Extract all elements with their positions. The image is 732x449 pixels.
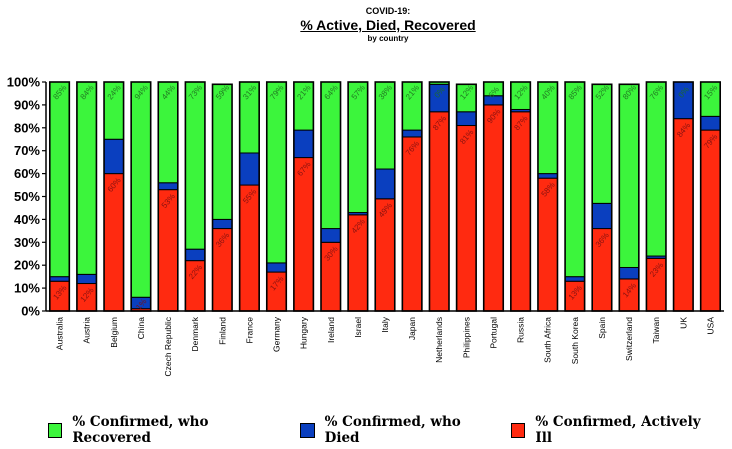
- bar-segment-confirmed-who-died-usa: [700, 115, 721, 131]
- bar-segment-confirmed-who-died-ireland: [320, 228, 342, 243]
- bar-segment-confirmed-actively-ill-russia: [510, 111, 531, 312]
- x-tick-label-russia: Russia: [516, 317, 526, 343]
- legend-label-ill: % Confirmed, Actively Ill: [535, 414, 701, 446]
- bar-segment-confirmed-actively-ill-uk: [673, 118, 694, 312]
- bar-segment-confirmed-actively-ill-japan: [401, 136, 423, 312]
- legend-label-recovered: % Confirmed, who Recovered: [72, 414, 209, 446]
- y-tick-label: 20%: [14, 258, 40, 273]
- x-tick-label-china: China: [136, 317, 146, 339]
- x-tick-label-south-africa: South Africa: [543, 317, 553, 363]
- x-tick-label-spain: Spain: [597, 317, 607, 339]
- bar-segment-confirmed-who-recovered-taiwan: [645, 81, 667, 257]
- y-tick-label: 50%: [14, 189, 40, 204]
- bar-segment-confirmed-who-died-czech-republic: [157, 182, 179, 191]
- bar-segment-confirmed-who-died-spain: [591, 202, 613, 230]
- chart-legend: % Confirmed, who Recovered % Confirmed, …: [48, 414, 732, 446]
- y-tick-label: 10%: [14, 281, 40, 296]
- x-tick-label-netherlands: Netherlands: [434, 317, 444, 363]
- x-tick-label-czech-republic: Czech Republic: [163, 316, 173, 376]
- y-tick-label: 40%: [14, 212, 40, 227]
- bar-segment-confirmed-actively-ill-belgium: [103, 173, 125, 312]
- legend-item-ill: % Confirmed, Actively Ill: [511, 414, 712, 446]
- x-tick-label-ireland: Ireland: [326, 317, 336, 343]
- bar-segment-confirmed-actively-ill-portugal: [483, 104, 504, 312]
- x-tick-label-italy: Italy: [380, 316, 390, 332]
- bar-segment-confirmed-who-died-hungary: [293, 129, 314, 159]
- bar-segment-confirmed-who-recovered-china: [130, 81, 152, 298]
- chart-supertitle: COVID-19:: [365, 6, 411, 16]
- x-tick-label-taiwan: Taiwan: [651, 317, 661, 344]
- y-tick-label: 90%: [14, 97, 40, 112]
- bar-segment-confirmed-who-died-denmark: [184, 248, 206, 262]
- bar-segment-confirmed-actively-ill-france: [239, 184, 260, 312]
- bar-segment-confirmed-who-recovered-finland: [212, 83, 233, 220]
- x-tick-label-france: France: [244, 317, 254, 344]
- y-tick-label: 100%: [7, 75, 41, 90]
- bar-segment-confirmed-who-died-south-korea: [564, 276, 586, 282]
- x-tick-label-germany: Germany: [272, 316, 282, 352]
- x-tick-label-philippines: Philippines: [461, 317, 471, 358]
- bar-segment-confirmed-who-died-japan: [401, 129, 423, 138]
- legend-swatch-recovered: [48, 422, 63, 438]
- bar-segment-confirmed-who-died-finland: [212, 218, 233, 230]
- y-tick-label: 80%: [14, 120, 40, 135]
- legend-item-died: % Confirmed, who Died: [300, 414, 491, 446]
- bar-segment-confirmed-who-died-germany: [266, 262, 287, 273]
- legend-swatch-died: [300, 422, 315, 438]
- bar-segment-confirmed-who-died-france: [239, 152, 260, 186]
- bar-segment-confirmed-who-recovered-israel: [347, 81, 369, 214]
- bar-segment-confirmed-who-died-switzerland: [618, 266, 640, 280]
- x-tick-label-belgium: Belgium: [109, 317, 119, 348]
- bar-segment-confirmed-who-died-austria: [76, 273, 97, 285]
- x-tick-label-denmark: Denmark: [190, 316, 200, 351]
- x-tick-label-austria: Austria: [82, 317, 92, 344]
- bar-segment-confirmed-who-recovered-denmark: [184, 81, 206, 250]
- chart-subtitle: by country: [367, 34, 409, 43]
- bar-segment-confirmed-who-recovered-spain: [591, 83, 613, 204]
- y-tick-label: 60%: [14, 166, 40, 181]
- x-tick-label-australia: Australia: [55, 317, 65, 350]
- bar-segment-confirmed-who-died-belgium: [103, 138, 125, 175]
- x-tick-label-finland: Finland: [217, 317, 227, 345]
- bar-segment-confirmed-who-recovered-south-korea: [564, 81, 586, 278]
- bar-segment-confirmed-actively-ill-usa: [700, 129, 721, 312]
- bar-segment-confirmed-actively-ill-hungary: [293, 157, 314, 312]
- bar-segment-confirmed-who-recovered-ireland: [320, 81, 342, 230]
- bar-segment-confirmed-who-recovered-australia: [49, 81, 70, 278]
- bar-segment-confirmed-actively-ill-netherlands: [428, 111, 450, 312]
- x-tick-label-israel: Israel: [353, 317, 363, 338]
- legend-item-recovered: % Confirmed, who Recovered: [48, 414, 280, 446]
- stacked-bar-chart: 0%10%20%30%40%50%60%70%80%90%100%13%85%A…: [7, 75, 724, 377]
- y-tick-label: 30%: [14, 235, 40, 250]
- legend-label-died: % Confirmed, who Died: [324, 414, 461, 446]
- chart-title: % Active, Died, Recovered: [300, 17, 476, 33]
- bar-segment-confirmed-who-died-italy: [374, 168, 396, 200]
- x-tick-label-uk: UK: [678, 317, 688, 329]
- legend-swatch-ill: [511, 422, 526, 438]
- x-tick-label-usa: USA: [705, 317, 715, 335]
- bar-segment-confirmed-who-recovered-switzerland: [618, 83, 640, 268]
- bar-segment-confirmed-who-died-australia: [49, 276, 70, 282]
- bar-segment-confirmed-who-recovered-germany: [266, 81, 287, 264]
- x-tick-label-switzerland: Switzerland: [624, 317, 634, 361]
- y-tick-label: 0%: [21, 304, 40, 319]
- x-tick-label-portugal: Portugal: [488, 317, 498, 349]
- y-tick-label: 70%: [14, 143, 40, 158]
- bar-segment-confirmed-actively-ill-philippines: [456, 125, 477, 312]
- bar-segment-confirmed-actively-ill-south-africa: [537, 177, 558, 312]
- chart-titles: COVID-19: % Active, Died, Recovered by c…: [0, 6, 732, 44]
- bar-segment-confirmed-who-died-philippines: [456, 111, 477, 127]
- x-tick-label-japan: Japan: [407, 317, 417, 340]
- bar-segment-confirmed-who-recovered-austria: [76, 81, 97, 275]
- x-tick-label-hungary: Hungary: [299, 316, 309, 349]
- x-tick-label-south-korea: South Korea: [570, 317, 580, 365]
- bar-segment-confirmed-who-died-south-africa: [537, 173, 558, 179]
